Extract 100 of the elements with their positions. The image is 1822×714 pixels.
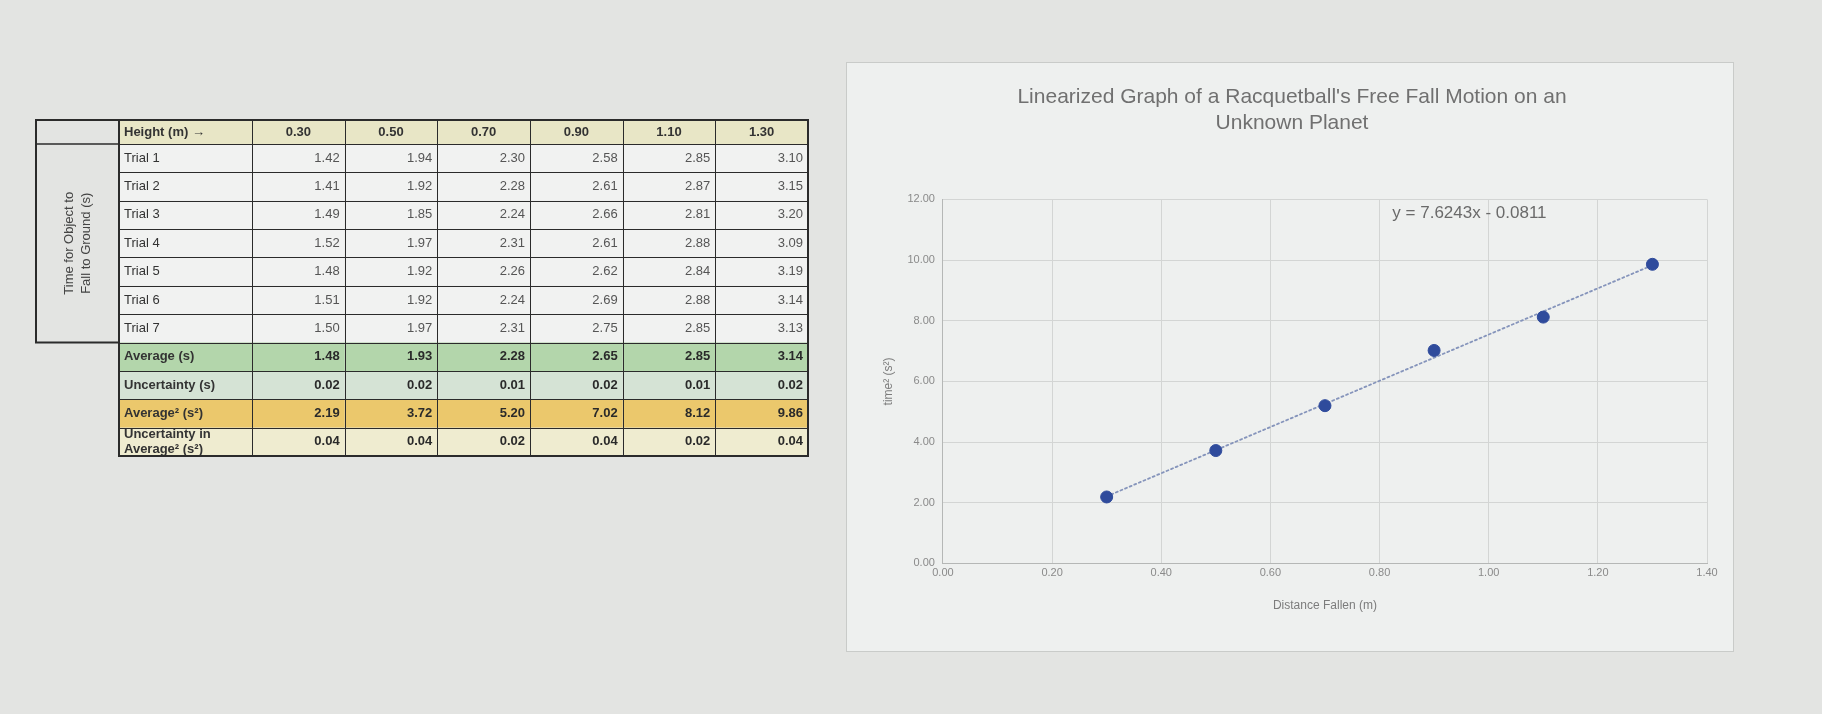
x-tick-label: 0.30 xyxy=(285,123,311,139)
y-tick-label: Average (s) xyxy=(124,348,195,364)
data-label: 2.24 xyxy=(499,206,525,222)
data-label: 1.48 xyxy=(314,348,340,364)
data-label: 2.62 xyxy=(592,263,618,279)
x-tick-label: 1.00 xyxy=(1477,566,1500,579)
x-tick-label: 0.60 xyxy=(1259,566,1282,579)
data-label: 1.93 xyxy=(407,348,433,364)
data-label: 2.69 xyxy=(592,291,618,307)
data-label: 2.87 xyxy=(685,178,711,194)
x-tick-label: 0.00 xyxy=(932,566,954,579)
data-label: 3.19 xyxy=(777,263,803,279)
y-tick-label: Trial 3 xyxy=(124,206,160,222)
data-label: 0.04 xyxy=(592,433,619,449)
y-tick-label: 10.00 xyxy=(907,253,935,266)
data-label: 2.31 xyxy=(499,234,525,250)
data-label: 1.92 xyxy=(407,178,433,194)
data-label: 7.02 xyxy=(592,405,618,421)
x-tick-label: 1.20 xyxy=(1587,566,1609,579)
x-tick-label: 1.40 xyxy=(1696,566,1718,579)
x-tick-label: 1.30 xyxy=(749,123,775,139)
data-label: 0.02 xyxy=(592,376,618,392)
data-label: 8.12 xyxy=(685,405,711,421)
data-label: 2.84 xyxy=(685,263,711,279)
data-label: 3.10 xyxy=(777,149,803,165)
x-tick-label: 0.40 xyxy=(1150,566,1172,579)
data-label: 2.88 xyxy=(685,234,711,250)
y-tick-label: Trial 2 xyxy=(124,178,160,194)
data-label: 2.24 xyxy=(499,291,525,307)
data-label: 0.04 xyxy=(314,433,341,449)
data-label: 2.26 xyxy=(499,263,525,279)
data-label: 0.02 xyxy=(314,376,340,392)
data-label: 2.85 xyxy=(685,348,711,364)
data-label: 2.85 xyxy=(685,149,711,165)
data-label: 0.01 xyxy=(499,376,525,392)
y-tick-label: Uncertainty (s) xyxy=(124,376,216,392)
data-label: 0.04 xyxy=(777,433,804,449)
data-label: 2.61 xyxy=(592,178,618,194)
x-axis-title: Distance Fallen (m) xyxy=(1272,598,1377,613)
y-axis-title: time² (s²) xyxy=(880,357,895,406)
y-tick-label: 0.00 xyxy=(913,556,935,569)
y-tick-label: 2.00 xyxy=(913,495,935,508)
data-label: 1.97 xyxy=(407,319,433,335)
data-label: 3.09 xyxy=(777,234,803,250)
x-tick-label: 0.90 xyxy=(563,123,589,139)
data-label: 2.28 xyxy=(499,178,525,194)
data-label: 2.65 xyxy=(592,348,618,364)
data-label: 1.50 xyxy=(314,319,340,335)
y-tick-label: 4.00 xyxy=(913,435,935,448)
data-label: 1.49 xyxy=(314,206,340,222)
data-label: 1.92 xyxy=(407,291,433,307)
data-label: 2.61 xyxy=(592,234,618,250)
y-tick-label: Trial 7 xyxy=(124,319,160,335)
data-label: 1.51 xyxy=(314,291,340,307)
data-label: 2.75 xyxy=(592,319,618,335)
annotation: y = 7.6243x - 0.0811 xyxy=(1392,203,1547,223)
y-tick-label: Trial 5 xyxy=(124,263,160,279)
data-label: 1.42 xyxy=(314,149,340,165)
y-tick-label: Trial 4 xyxy=(124,234,160,250)
y-tick-label: 6.00 xyxy=(913,374,935,387)
data-label: 1.94 xyxy=(407,149,433,165)
chart-title: Linearized Graph of a Racquetball's Free Fall Motion on an Unknown Planet xyxy=(1017,84,1567,133)
data-label: 2.88 xyxy=(685,291,711,307)
y-tick-label: Average² (s²) xyxy=(124,405,203,421)
data-label: 1.92 xyxy=(407,263,433,279)
data-label: 9.86 xyxy=(777,405,803,421)
data-label: 2.58 xyxy=(592,149,618,165)
data-label: 1.97 xyxy=(407,234,433,250)
x-tick-label: 0.70 xyxy=(471,123,497,139)
data-label: 2.31 xyxy=(499,319,525,335)
data-label: 1.48 xyxy=(314,263,340,279)
x-tick-label: 1.10 xyxy=(656,123,682,139)
data-label: 0.04 xyxy=(407,433,434,449)
data-label: 0.02 xyxy=(499,433,525,449)
x-axis-title: Height (m) → xyxy=(124,123,205,139)
x-tick-label: 0.20 xyxy=(1041,566,1063,579)
y-tick-label: Trial 6 xyxy=(124,291,160,307)
data-label: 0.01 xyxy=(685,376,711,392)
data-label: 1.41 xyxy=(314,178,340,194)
y-tick-label: 12.00 xyxy=(907,192,935,205)
data-label: 2.28 xyxy=(499,348,525,364)
data-label: 3.14 xyxy=(777,291,803,307)
data-label: 3.14 xyxy=(777,348,804,364)
data-label: 1.52 xyxy=(314,234,340,250)
data-label: 3.72 xyxy=(407,405,433,421)
data-label: 3.13 xyxy=(777,319,803,335)
x-tick-label: 0.50 xyxy=(378,123,404,139)
data-label: 3.20 xyxy=(777,206,803,222)
data-label: 5.20 xyxy=(499,405,525,421)
data-label: 0.02 xyxy=(777,376,803,392)
y-tick-label: 8.00 xyxy=(913,313,935,326)
data-label: 0.02 xyxy=(685,433,711,449)
y-tick-label: Trial 1 xyxy=(124,149,160,165)
data-label: 0.02 xyxy=(407,376,433,392)
data-label: 1.85 xyxy=(407,206,433,222)
data-label: 3.15 xyxy=(777,178,803,194)
data-label: 2.30 xyxy=(499,149,525,165)
data-label: 2.85 xyxy=(685,319,711,335)
y-axis-title: Time for Object to Fall to Ground (s) xyxy=(60,191,93,295)
data-label: 2.19 xyxy=(314,405,340,421)
